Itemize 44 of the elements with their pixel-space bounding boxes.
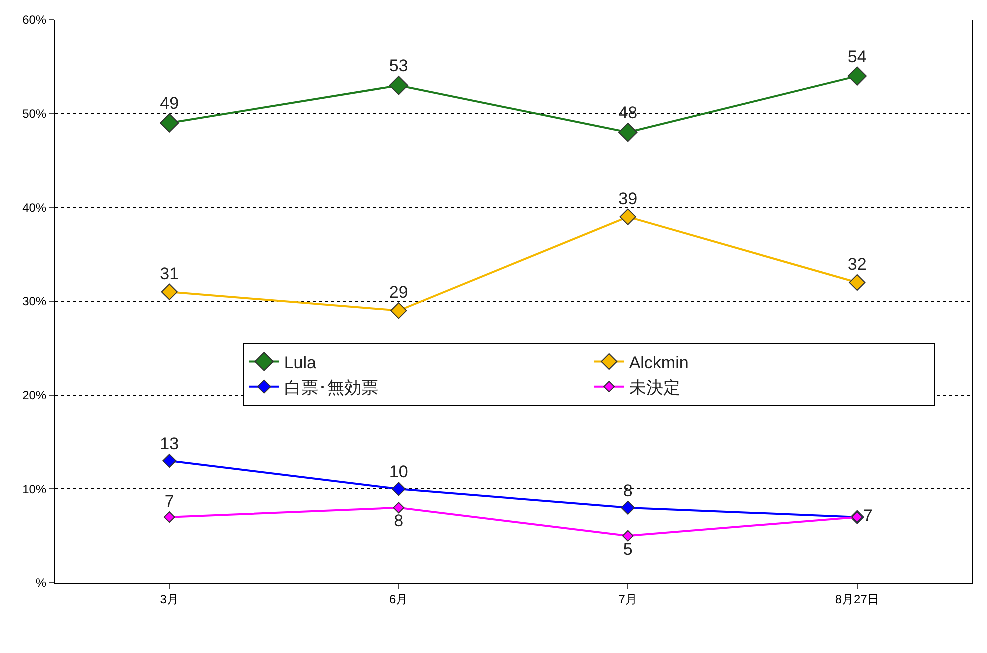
y-tick-label: 60% [22,13,47,28]
data-label: 5 [623,540,633,559]
data-label: 29 [389,283,408,302]
point [164,512,176,524]
legend-label: 未決定 [629,378,680,398]
point [392,482,406,496]
data-label: 8 [623,481,633,500]
legend-label: Alckmin [629,353,689,372]
point [389,76,408,96]
point [622,530,634,542]
data-label: 7 [863,506,873,526]
point [393,502,405,514]
point [848,66,867,86]
point [621,500,636,515]
data-label: 54 [848,47,867,66]
data-label: 10 [389,462,408,482]
x-tick-label: 7月 [618,592,638,606]
data-label: 13 [160,434,180,454]
y-tick-label: 50% [22,107,47,122]
point [849,274,866,292]
data-label: 32 [848,254,867,274]
point [618,123,638,142]
y-tick-label: 20% [22,388,47,403]
x-tick-label: 6月 [390,592,408,606]
data-label: 49 [160,94,180,114]
point [390,302,408,320]
y-tick-label: 40% [22,200,47,215]
data-label: 53 [389,56,408,76]
data-label: 31 [160,264,180,284]
y-tick-label: 30% [22,294,47,309]
y-tick-label: % [36,576,47,590]
data-label: 48 [618,104,638,123]
point [620,208,636,226]
data-label: 7 [164,492,174,512]
data-label: 39 [618,189,638,208]
data-label: 8 [394,512,404,531]
legend-label: Lula [284,353,318,372]
x-tick-label: 8月27日 [835,592,880,606]
y-tick-label: 10% [22,482,47,496]
point [160,114,180,133]
x-tick-label: 3月 [160,592,179,606]
point [161,284,178,300]
point [162,454,177,468]
legend-label: 白票･無効票 [284,378,378,398]
